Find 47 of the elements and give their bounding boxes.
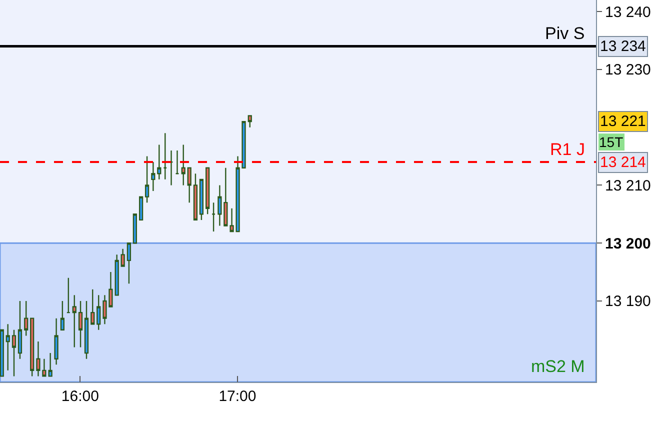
ref-line-label: R1 J: [550, 140, 585, 159]
candlestick: [199, 178, 204, 221]
candlestick: [6, 324, 10, 372]
candlestick: [96, 294, 101, 331]
candlestick: [12, 329, 16, 377]
candlestick: [144, 156, 150, 204]
candlestick: [157, 144, 162, 180]
candlestick: [24, 300, 28, 336]
candlestick: [66, 277, 70, 314]
text: 13 234: [600, 38, 646, 55]
candlestick: [120, 248, 125, 267]
candlestick: [211, 202, 216, 232]
candlestick: [163, 132, 168, 180]
candlestick: [193, 173, 198, 221]
candlestick: [151, 161, 156, 192]
y-tick-label: 13 210: [605, 177, 651, 194]
candlestick: [132, 214, 137, 244]
annotation: mS2 M: [531, 357, 585, 376]
candlestick: [126, 242, 132, 284]
y-tick-label: 13 200: [605, 235, 651, 252]
candlestick: [206, 167, 210, 215]
y-tick-label: 13 190: [605, 293, 651, 310]
candlestick: [0, 329, 4, 377]
candlestick: [248, 115, 252, 128]
text: 13 221: [600, 113, 646, 130]
candlestick: [175, 150, 180, 174]
candlestick: [84, 300, 89, 360]
candlestick: [78, 300, 83, 348]
candlestick: [72, 294, 76, 348]
text: 15T: [599, 134, 624, 150]
candlestick: [187, 167, 192, 204]
candlestick: [54, 318, 58, 366]
y-tick-label: 13 230: [605, 62, 651, 79]
candlestick: [138, 196, 144, 221]
x-tick-label: 16:00: [61, 388, 99, 405]
candlestick: [30, 318, 34, 377]
candlestick: [18, 300, 22, 360]
candlestick: [90, 288, 95, 325]
candlestick: [48, 352, 52, 377]
ref-line-label: Piv S: [545, 24, 585, 43]
x-tick-label: 17:00: [218, 388, 256, 405]
candlestick: [181, 144, 186, 186]
y-tick-label: 13 240: [605, 4, 651, 21]
candlestick: [114, 254, 119, 296]
candlestick: [60, 300, 64, 331]
candlestick: [169, 150, 174, 186]
text: 13 214: [600, 154, 646, 171]
